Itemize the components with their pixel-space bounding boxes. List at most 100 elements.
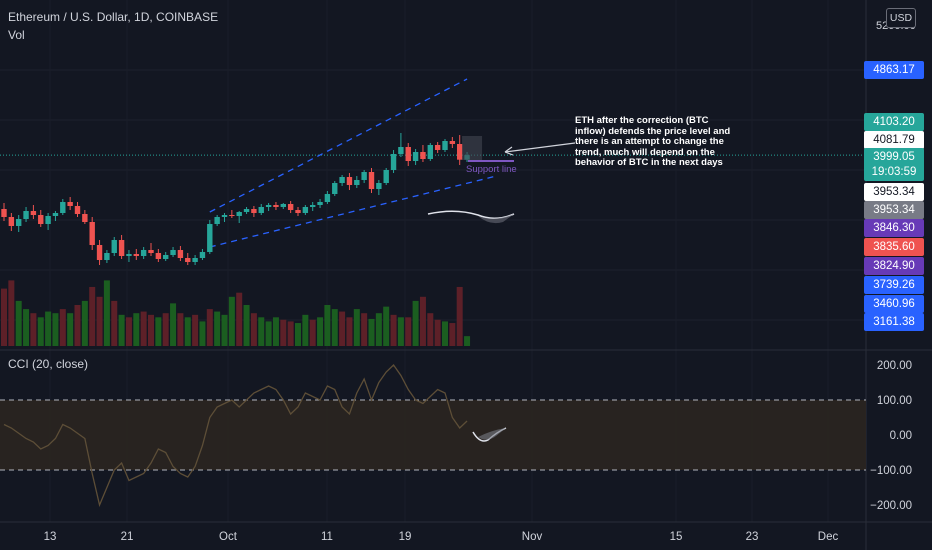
volume-bar <box>456 286 463 346</box>
trend-line-upper <box>209 78 468 213</box>
volume-bar <box>148 314 154 346</box>
price-label: 3953.34 <box>864 201 924 219</box>
candle-body <box>287 204 294 210</box>
time-tick-label: 11 <box>321 531 333 543</box>
candle-body <box>280 204 286 207</box>
candle-body <box>221 215 228 217</box>
volume-bar <box>412 300 419 346</box>
volume-bar <box>317 317 324 346</box>
arrow-line <box>504 142 576 153</box>
candle-body <box>207 224 213 252</box>
candle-body <box>346 177 353 185</box>
volume-bar <box>464 336 471 346</box>
candle-body <box>67 202 73 206</box>
time-tick-label: 13 <box>44 531 57 543</box>
price-label: 3824.90 <box>864 257 924 275</box>
volume-bar <box>118 314 125 346</box>
volume-bar <box>368 318 375 346</box>
volume-bar <box>140 311 147 346</box>
trend-channel <box>209 78 497 248</box>
cci-tick-label: 100.00 <box>877 395 912 407</box>
candle-body <box>398 147 404 154</box>
volume-bar <box>243 305 250 346</box>
highlight-box <box>462 136 483 160</box>
candle-body <box>38 215 44 224</box>
price-label: 3739.26 <box>864 276 924 294</box>
volume-bar <box>280 319 287 346</box>
candle-body <box>30 211 37 215</box>
price-label: 3161.38 <box>864 313 924 331</box>
volume-bar <box>405 317 412 346</box>
volume-bar <box>8 280 15 346</box>
candle-body <box>412 152 419 161</box>
price-label: 3953.34 <box>864 183 924 201</box>
volume-bar <box>45 311 52 346</box>
volume-bar <box>37 317 44 346</box>
volume-bar <box>23 309 30 346</box>
candle-body <box>52 213 59 216</box>
price-label: 19:03:59 <box>864 163 924 181</box>
candle-body <box>133 254 139 256</box>
candle-body <box>170 250 176 255</box>
candle-body <box>332 183 338 194</box>
volume-bar <box>434 319 441 346</box>
candle-body <box>354 180 360 185</box>
currency-button[interactable]: USD <box>886 8 916 28</box>
volume-bar <box>52 313 59 346</box>
candle-body <box>214 217 220 224</box>
volume-bar <box>361 313 368 346</box>
candle-body <box>317 202 323 205</box>
candle-body <box>457 144 463 160</box>
cci-curve-fill <box>478 428 506 440</box>
volume-bar <box>346 317 353 346</box>
cci-tick-label: 200.00 <box>877 360 912 372</box>
support-line-label[interactable]: Support line <box>466 164 517 175</box>
volume-bar <box>221 314 228 346</box>
candle-body <box>361 172 367 180</box>
symbol-title[interactable]: Ethereum / U.S. Dollar, 1D, COINBASE <box>8 10 219 24</box>
candle-body <box>420 152 426 159</box>
candle-body <box>405 147 411 161</box>
cci-label[interactable]: CCI (20, close) <box>8 357 89 371</box>
volume-bars <box>1 280 471 346</box>
candle-body <box>89 222 95 245</box>
volume-bar <box>250 313 257 346</box>
volume-bar <box>206 309 213 346</box>
candle-body <box>199 252 206 258</box>
candle-body <box>376 183 382 189</box>
volume-bar <box>228 296 235 346</box>
arrow-head <box>504 146 514 156</box>
volume-bar <box>302 314 309 346</box>
price-curve-shape <box>427 210 515 219</box>
candle-body <box>177 250 184 258</box>
candle-body <box>16 219 22 226</box>
price-label: 4863.17 <box>864 61 924 79</box>
cci-tick-label: −200.00 <box>870 500 912 512</box>
time-tick-label: 19 <box>399 531 412 543</box>
candle-body <box>104 253 110 260</box>
candle-body <box>258 207 264 213</box>
price-label: 3460.96 <box>864 295 924 313</box>
candle-body <box>243 209 250 212</box>
time-tick-label: 21 <box>121 531 134 543</box>
volume-bar <box>427 313 434 346</box>
candle-body <box>118 240 125 256</box>
candle-body <box>229 215 235 216</box>
candle-body <box>434 145 441 150</box>
volume-label[interactable]: Vol <box>8 28 25 42</box>
volume-bar <box>177 313 184 346</box>
volume-bar <box>390 314 397 346</box>
annotation-note[interactable]: ETH after the correction (BTC inflow) de… <box>575 115 731 168</box>
time-tick-label: Dec <box>818 531 839 543</box>
volume-bar <box>287 321 294 346</box>
candle-body <box>324 194 331 202</box>
volume-bar <box>419 296 426 346</box>
candle-body <box>295 210 301 213</box>
candle-body <box>251 209 257 213</box>
volume-bar <box>353 309 360 346</box>
price-label: 3846.30 <box>864 219 924 237</box>
volume-bar <box>133 313 140 346</box>
price-label: 4103.20 <box>864 113 924 131</box>
candle-body <box>442 141 448 150</box>
